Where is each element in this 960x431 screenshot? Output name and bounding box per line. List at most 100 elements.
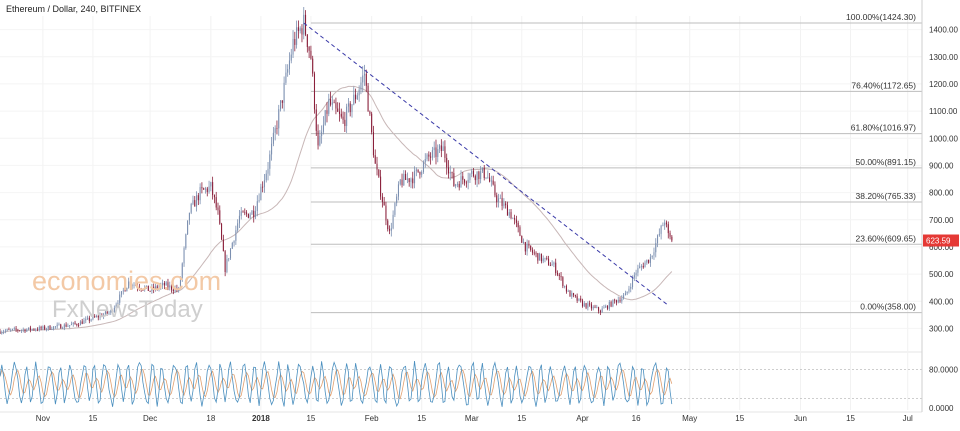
candle-body (156, 286, 158, 289)
candle (149, 290, 151, 292)
candle (192, 195, 194, 206)
candle-body (237, 223, 239, 231)
candle (3, 329, 5, 335)
candle (508, 209, 510, 219)
candle-body (262, 186, 264, 188)
candle-body (254, 211, 257, 218)
x-tick-label: 2018 (252, 414, 270, 423)
candle (81, 318, 83, 325)
candle (103, 312, 105, 320)
candle (633, 272, 635, 282)
candle (299, 26, 301, 34)
candle-body (183, 248, 185, 264)
candle-body (539, 253, 541, 261)
y-tick-label: 800.00 (929, 189, 954, 198)
candle-body (596, 307, 598, 309)
candle (240, 207, 242, 220)
candle-body (431, 150, 433, 158)
candle-body (614, 299, 616, 301)
candle (176, 284, 178, 293)
candle-body (181, 263, 183, 278)
candle-body (617, 299, 619, 303)
y-tick-label: 1200.00 (929, 80, 958, 89)
candle (349, 101, 351, 117)
last-price-label: 623.59 (926, 237, 951, 246)
candle-body (487, 177, 489, 179)
candle (258, 193, 260, 203)
candle (462, 172, 464, 185)
candle-body (274, 128, 276, 133)
candle (651, 255, 653, 260)
candle (447, 160, 450, 179)
candle-body (592, 306, 594, 309)
candle-body (38, 326, 40, 330)
candle (287, 64, 289, 77)
candle (26, 328, 28, 333)
candle (515, 215, 517, 228)
candle-body (162, 282, 164, 286)
candle (312, 55, 314, 77)
candle (619, 297, 621, 303)
candle-body (47, 325, 49, 329)
candle-body (574, 295, 576, 297)
candle-body (415, 169, 417, 172)
candle (598, 306, 600, 314)
x-tick-label: 15 (306, 414, 315, 423)
candle-body (11, 328, 14, 330)
candle-body (124, 290, 126, 292)
candle (247, 213, 249, 219)
candle-body (353, 94, 355, 105)
candle-body (374, 155, 376, 164)
candle (263, 173, 265, 193)
oscillator-tick-label: 80.0000 (929, 366, 958, 375)
candle (129, 280, 131, 289)
watermark-economies: economies.com (32, 266, 222, 296)
candle (419, 171, 421, 179)
candle-body (478, 171, 480, 180)
candle-body (306, 34, 308, 48)
candle-body (281, 100, 283, 103)
fib-level-label: 38.20%(765.33) (856, 191, 917, 201)
candle-body (464, 179, 466, 183)
candle-body (128, 281, 130, 288)
candle-body (228, 258, 230, 260)
candle-body (553, 262, 555, 265)
candle (521, 235, 523, 243)
candle-body (458, 183, 460, 188)
candle (453, 168, 455, 187)
candle-body (356, 95, 358, 100)
candle (476, 171, 478, 188)
candle-body (490, 180, 492, 182)
candle (528, 240, 530, 249)
candle (544, 257, 546, 263)
candle (165, 280, 167, 286)
candle-body (10, 329, 12, 331)
candle (212, 176, 214, 200)
candle (8, 327, 10, 331)
candle (106, 311, 108, 316)
candle (396, 193, 398, 207)
candle-body (489, 177, 491, 182)
x-tick-label: Jul (903, 414, 913, 423)
oscillator-tick-label: 0.0000 (929, 404, 954, 413)
candle (657, 234, 659, 248)
candle-body (133, 284, 135, 286)
candle-body (279, 100, 282, 110)
candle (72, 322, 74, 327)
candle (128, 277, 130, 289)
candle (362, 66, 364, 93)
candle-body (313, 73, 316, 110)
candle (383, 196, 385, 206)
candle (294, 31, 296, 52)
candle (483, 165, 485, 181)
candle (585, 302, 587, 310)
candle-body (17, 329, 19, 331)
candle-body (578, 298, 580, 301)
candle-body (580, 298, 582, 301)
candle-body (204, 188, 207, 190)
candle (589, 300, 591, 307)
candle-body (294, 38, 296, 45)
candle (63, 323, 65, 331)
